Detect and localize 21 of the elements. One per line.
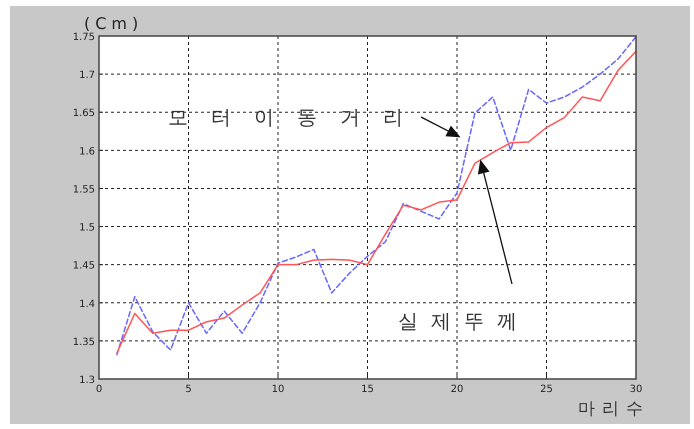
x-tick-label: 5 — [185, 384, 192, 395]
x-tick-label: 20 — [450, 384, 464, 395]
y-tick-label: 1.4 — [79, 298, 95, 310]
y-tick-label: 1.5 — [79, 222, 95, 234]
x-tick-label: 10 — [272, 384, 284, 395]
x-axis-title: 마리수 — [578, 399, 650, 419]
y-tick-label: 1.55 — [72, 184, 95, 196]
x-tick-label: 25 — [540, 384, 553, 395]
x-tick-label: 30 — [630, 384, 642, 395]
text: 실제뚜께 — [398, 309, 530, 333]
y-tick-label: 1.7 — [79, 70, 95, 82]
y-tick-label: 1.6 — [79, 146, 95, 158]
y-axis-title: (Cm) — [84, 14, 144, 33]
y-tick-label: 1.45 — [72, 260, 95, 272]
y-tick-label: 1.35 — [72, 336, 95, 348]
x-tick-label: 15 — [361, 384, 374, 395]
y-tick-label: 1.75 — [72, 32, 95, 43]
x-tick-label: 0 — [96, 384, 102, 395]
y-tick-label: 1.3 — [79, 375, 95, 386]
y-tick-label: 1.65 — [72, 108, 95, 120]
text: 모터이동거리 — [168, 105, 426, 129]
